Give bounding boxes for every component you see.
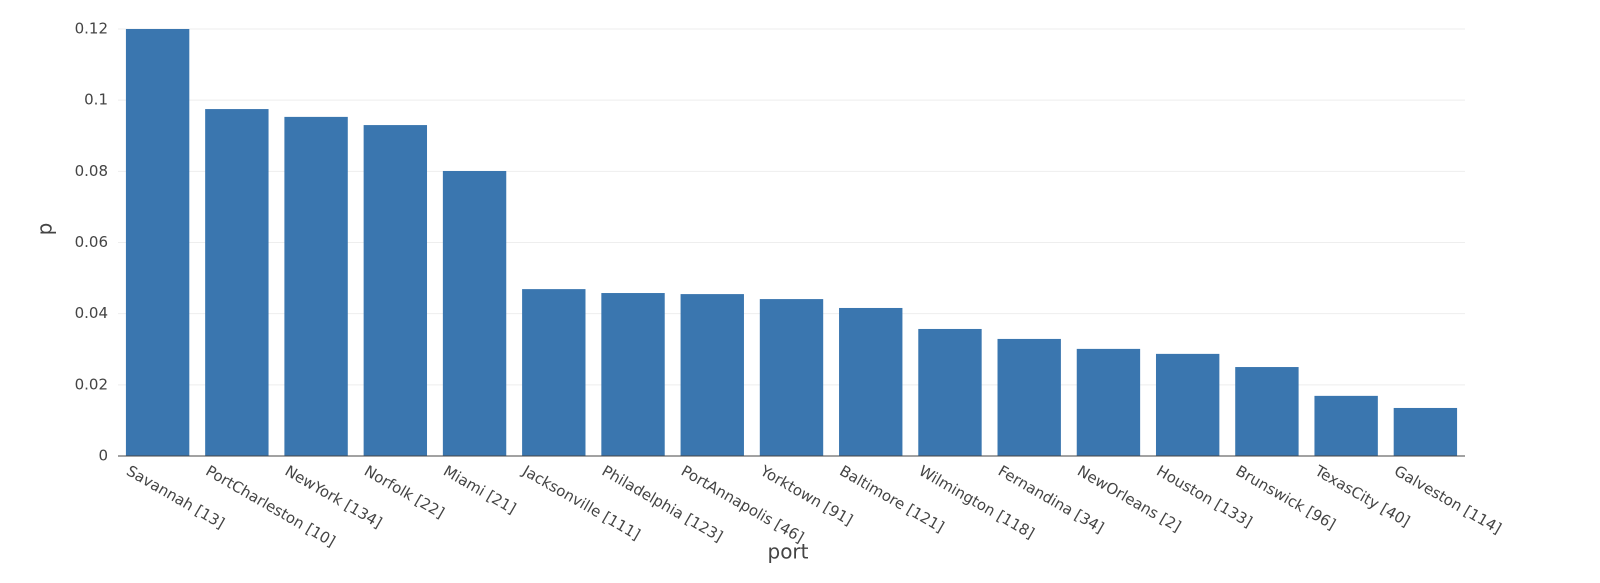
x-tick-label: PortCharleston [10]: [203, 462, 339, 551]
y-tick-label: 0.1: [84, 91, 108, 109]
bar: [839, 307, 903, 456]
bar: [918, 328, 982, 456]
bar: [522, 289, 586, 456]
bar: [205, 109, 269, 456]
bar: [1076, 348, 1141, 456]
y-tick-label: 0.12: [75, 20, 108, 38]
bar: [1155, 353, 1220, 456]
bar: [1235, 367, 1299, 456]
y-tick-label: 0.08: [75, 162, 108, 180]
bar: [284, 116, 348, 456]
x-tick-label: Galveston [114]: [1391, 462, 1504, 538]
bar: [601, 293, 665, 456]
bar: [1314, 395, 1378, 456]
bar: [1393, 407, 1458, 456]
y-tick-label: 0: [98, 447, 108, 465]
bar: [680, 294, 744, 456]
y-tick-label: 0.04: [75, 304, 108, 322]
bar: [997, 338, 1061, 456]
y-tick-label: 0.02: [75, 375, 108, 393]
x-axis-title: port: [768, 540, 809, 564]
bar: [442, 170, 507, 457]
y-axis-title: p: [33, 223, 57, 236]
bar: [759, 299, 824, 456]
bar: [125, 29, 190, 456]
y-tick-label: 0.06: [75, 233, 108, 251]
bar: [363, 125, 428, 456]
x-tick-label: Miami [21]: [440, 462, 519, 518]
